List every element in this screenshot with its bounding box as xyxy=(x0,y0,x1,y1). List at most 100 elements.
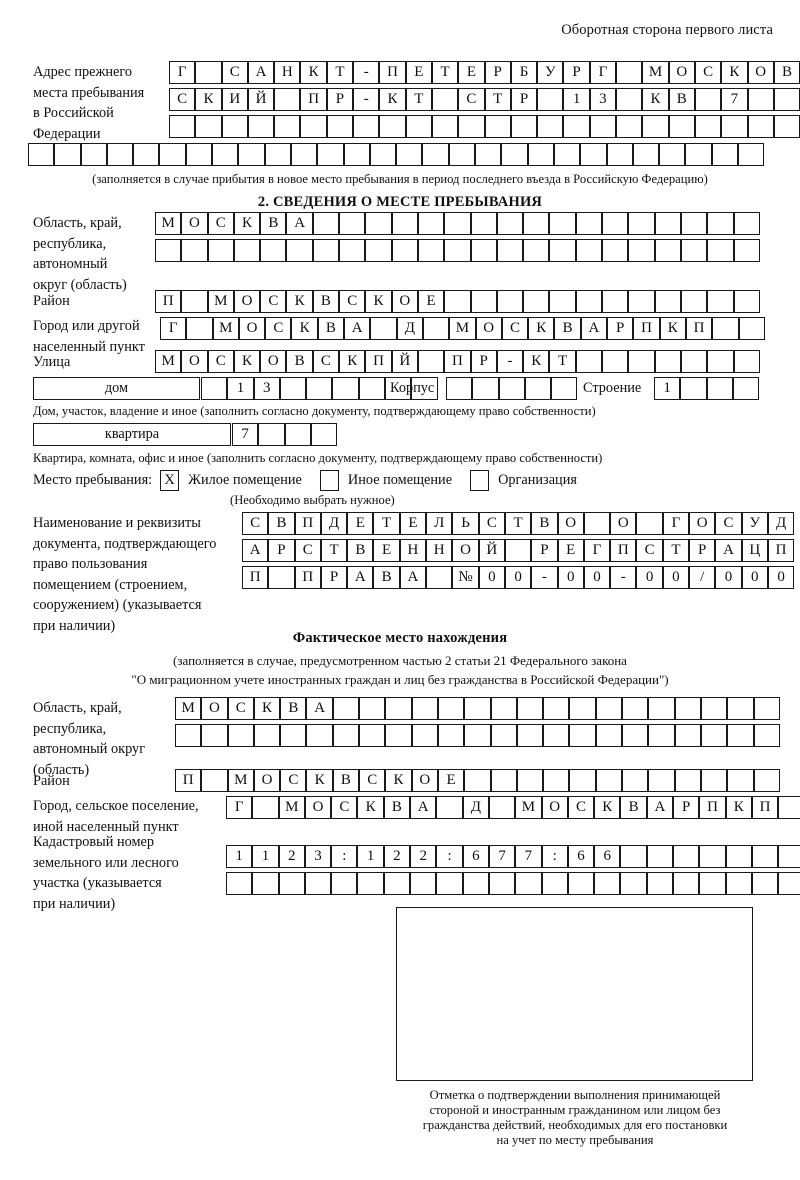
section2-region-row-2[interactable] xyxy=(155,239,760,262)
char-cell[interactable]: П xyxy=(751,796,779,819)
char-cell[interactable]: О xyxy=(668,61,695,84)
char-cell[interactable] xyxy=(426,566,453,589)
char-cell[interactable] xyxy=(680,290,708,313)
char-cell[interactable]: Е xyxy=(458,61,485,84)
char-cell[interactable] xyxy=(501,143,528,166)
char-cell[interactable] xyxy=(472,377,499,400)
stay-type-checkbox-residential[interactable]: X xyxy=(160,470,180,491)
char-cell[interactable] xyxy=(673,845,700,868)
char-cell[interactable]: К xyxy=(195,88,222,111)
char-cell[interactable]: С xyxy=(221,61,248,84)
char-cell[interactable] xyxy=(470,290,497,313)
char-cell[interactable] xyxy=(106,143,134,166)
char-cell[interactable] xyxy=(569,769,596,792)
char-cell[interactable]: П xyxy=(365,350,392,373)
char-cell[interactable]: 2 xyxy=(383,845,411,868)
char-cell[interactable]: В xyxy=(620,796,647,819)
char-cell[interactable] xyxy=(551,377,578,400)
char-cell[interactable] xyxy=(616,115,643,138)
char-cell[interactable] xyxy=(674,697,701,720)
char-cell[interactable] xyxy=(738,317,765,340)
char-cell[interactable] xyxy=(674,769,701,792)
char-cell[interactable]: 3 xyxy=(253,377,280,400)
char-cell[interactable] xyxy=(541,872,568,895)
char-cell[interactable]: П xyxy=(242,566,269,589)
char-cell[interactable] xyxy=(475,143,502,166)
char-cell[interactable] xyxy=(707,290,734,313)
char-cell[interactable]: В xyxy=(554,317,581,340)
char-cell[interactable] xyxy=(274,88,301,111)
char-cell[interactable]: Р xyxy=(470,350,497,373)
char-cell[interactable] xyxy=(589,115,617,138)
char-cell[interactable]: К xyxy=(642,88,669,111)
char-cell[interactable] xyxy=(385,697,412,720)
char-cell[interactable] xyxy=(410,872,437,895)
char-cell[interactable] xyxy=(567,872,595,895)
char-cell[interactable] xyxy=(648,724,675,747)
char-cell[interactable] xyxy=(707,239,734,262)
char-cell[interactable]: К xyxy=(233,350,261,373)
char-cell[interactable] xyxy=(155,239,182,262)
char-cell[interactable] xyxy=(602,212,629,235)
char-cell[interactable] xyxy=(247,115,275,138)
char-cell[interactable]: К xyxy=(253,697,281,720)
char-cell[interactable] xyxy=(253,724,281,747)
char-cell[interactable] xyxy=(622,724,649,747)
char-cell[interactable]: М xyxy=(227,769,254,792)
char-cell[interactable] xyxy=(674,724,701,747)
char-cell[interactable] xyxy=(490,724,517,747)
char-cell[interactable] xyxy=(181,290,208,313)
char-cell[interactable] xyxy=(549,239,576,262)
char-cell[interactable]: 0 xyxy=(583,566,611,589)
char-cell[interactable]: К xyxy=(306,769,333,792)
char-cell[interactable]: Д xyxy=(767,512,795,535)
char-cell[interactable] xyxy=(706,377,733,400)
char-cell[interactable] xyxy=(537,88,564,111)
char-cell[interactable]: О xyxy=(304,796,332,819)
korpus-cells[interactable] xyxy=(446,377,578,400)
char-cell[interactable] xyxy=(622,769,649,792)
char-cell[interactable]: О xyxy=(452,539,479,562)
char-cell[interactable] xyxy=(195,115,222,138)
char-cell[interactable]: С xyxy=(260,290,287,313)
char-cell[interactable]: Г xyxy=(226,796,253,819)
char-cell[interactable] xyxy=(747,115,774,138)
char-cell[interactable]: Т xyxy=(373,512,400,535)
char-cell[interactable]: - xyxy=(496,350,524,373)
char-cell[interactable]: В xyxy=(286,350,313,373)
char-cell[interactable] xyxy=(628,239,655,262)
char-cell[interactable] xyxy=(496,212,524,235)
char-cell[interactable] xyxy=(712,317,739,340)
char-cell[interactable] xyxy=(711,143,739,166)
char-cell[interactable]: 7 xyxy=(515,845,542,868)
char-cell[interactable]: А xyxy=(646,796,674,819)
char-cell[interactable]: Т xyxy=(431,61,459,84)
char-cell[interactable] xyxy=(444,212,471,235)
char-cell[interactable] xyxy=(515,872,542,895)
char-cell[interactable]: Р xyxy=(326,88,354,111)
char-cell[interactable]: Г xyxy=(662,512,690,535)
char-cell[interactable] xyxy=(549,290,576,313)
stroenie-cells[interactable]: 1 xyxy=(654,377,760,400)
char-cell[interactable] xyxy=(628,212,655,235)
char-cell[interactable]: К xyxy=(379,88,406,111)
char-cell[interactable] xyxy=(233,239,261,262)
char-cell[interactable] xyxy=(622,697,649,720)
char-cell[interactable]: П xyxy=(685,317,713,340)
char-cell[interactable] xyxy=(646,845,674,868)
char-cell[interactable]: 7 xyxy=(232,423,259,446)
char-cell[interactable]: Р xyxy=(320,566,348,589)
char-cell[interactable] xyxy=(699,872,726,895)
char-cell[interactable]: П xyxy=(294,566,321,589)
char-cell[interactable]: 1 xyxy=(563,88,590,111)
char-cell[interactable] xyxy=(602,239,629,262)
char-cell[interactable]: Ь xyxy=(452,512,479,535)
char-cell[interactable] xyxy=(353,115,380,138)
char-cell[interactable] xyxy=(339,212,366,235)
char-cell[interactable]: А xyxy=(410,796,437,819)
char-cell[interactable] xyxy=(616,88,643,111)
char-cell[interactable] xyxy=(278,872,305,895)
char-cell[interactable]: Г xyxy=(169,61,196,84)
